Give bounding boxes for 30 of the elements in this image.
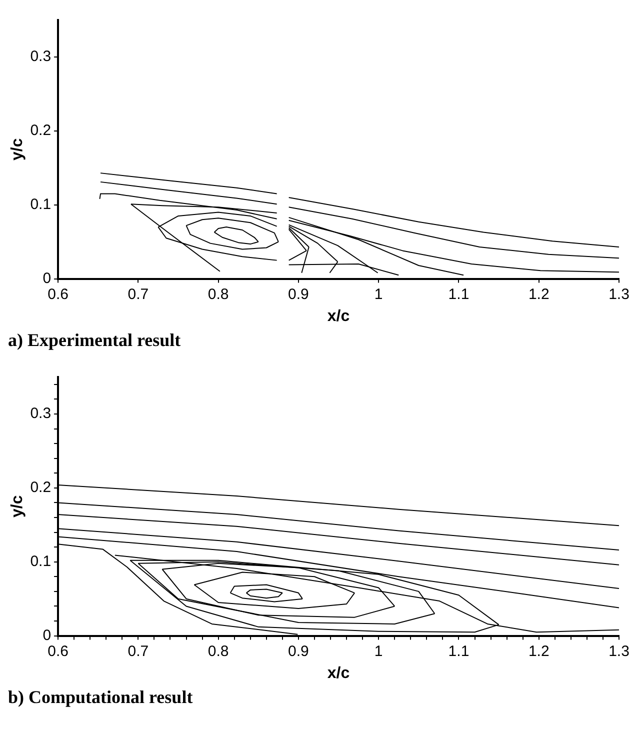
x-axis-title: x/c [327, 664, 350, 682]
y-tick-label: 0.2 [30, 122, 52, 140]
y-axis-title: y/c [9, 495, 26, 518]
x-tick-label: 0.8 [208, 642, 229, 660]
x-tick-label: 0.9 [288, 286, 309, 303]
y-tick-label: 0 [42, 626, 52, 644]
x-tick-label: 0.7 [128, 286, 149, 303]
y-axis-title: y/c [9, 138, 26, 161]
y-tick-label: 0 [42, 270, 52, 287]
y-tick-label: 0.2 [30, 479, 52, 496]
x-tick-label: 1 [374, 286, 383, 303]
text: b) Computational result [8, 687, 194, 708]
x-tick-label: 1 [374, 642, 383, 660]
x-tick-label: 1.2 [528, 286, 550, 303]
y-tick-label: 0.1 [30, 196, 52, 213]
x-tick-label: 0.6 [48, 642, 68, 660]
x-tick-label: 0.8 [208, 286, 229, 303]
y-tick-label: 0.1 [30, 553, 52, 570]
x-tick-label: 1.3 [608, 642, 630, 660]
x-tick-label: 1.1 [448, 286, 470, 303]
y-tick-label: 0.3 [30, 48, 52, 66]
x-tick-label: 0.6 [48, 286, 68, 303]
x-axis-title: x/c [327, 308, 350, 325]
x-tick-label: 1.1 [448, 642, 470, 660]
x-tick-label: 0.9 [288, 642, 309, 660]
x-tick-label: 1.3 [608, 286, 630, 303]
text: a) Experimental result [8, 330, 182, 351]
x-tick-label: 1.2 [528, 642, 550, 660]
x-tick-label: 0.7 [128, 642, 149, 660]
y-tick-label: 0.3 [30, 405, 52, 422]
